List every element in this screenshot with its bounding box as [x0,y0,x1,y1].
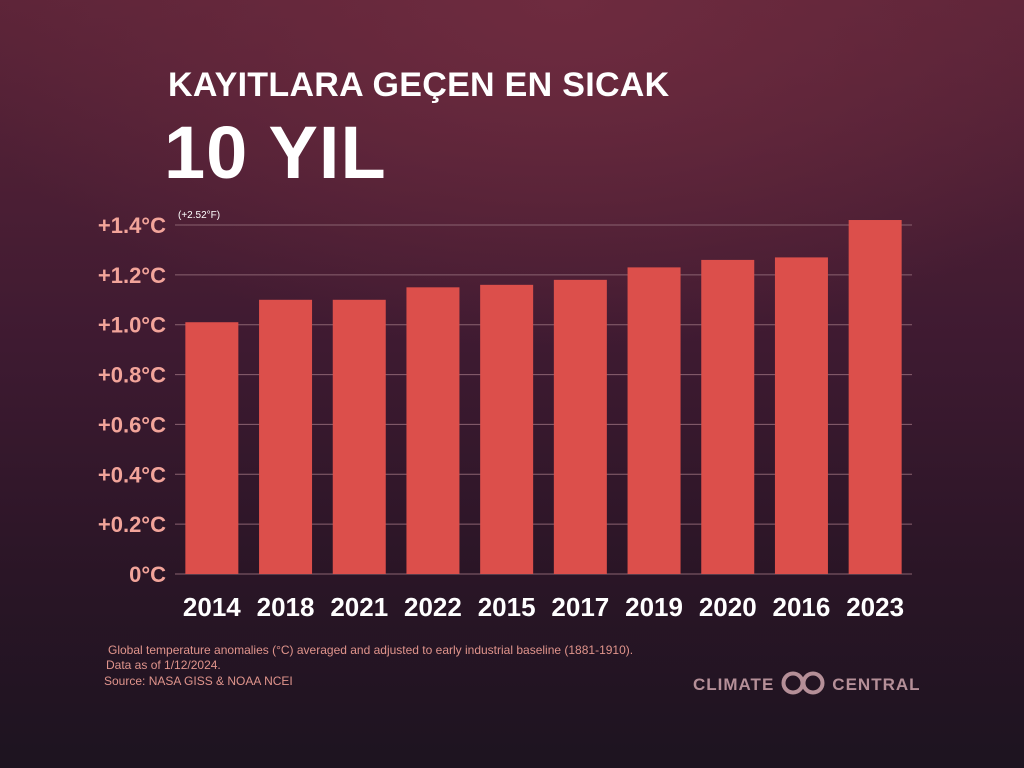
footnote-data-date: Data as of 1/12/2024. [106,658,221,672]
bar-chart: 0°C +0.2°C +0.4°C +0.6°C +0.8°C +1.0°C +1.2°C +… [97,210,912,622]
x-axis-ticks: 2014 2018 2021 2022 2015 2017 2019 2020 2016 2023 [183,592,904,622]
x-tick-label: 2014 [183,592,241,622]
bar-2018 [259,299,313,574]
y-axis-ticks: 0°C +0.2°C +0.4°C +0.6°C +0.8°C +1.0°C +1.2°C +… [98,213,166,587]
fahrenheit-annotation: (+2.52°F) [178,210,220,221]
climate-central-logo: CLIMATE CENTRAL [693,670,921,700]
y-tick-label: +0.4°C [98,462,166,487]
x-tick-label: 2017 [551,592,609,622]
chart-title-line2: 10 YIL [164,111,387,194]
y-tick-label: +1.4°C [98,213,166,238]
chart-title-line1: KAYITLARA GEÇEN EN SICAK [168,66,670,104]
bar-2019 [627,267,681,574]
x-tick-label: 2015 [478,592,536,622]
x-tick-label: 2021 [330,592,388,622]
bar-2020 [701,259,755,574]
x-tick-label: 2018 [257,592,315,622]
climate-central-infinity-icon [780,670,826,701]
bar-2016 [774,257,828,574]
bar-2022 [406,287,460,574]
x-tick-label: 2019 [625,592,683,622]
y-tick-label: +1.2°C [98,263,166,288]
bar-2021 [332,299,386,574]
y-tick-label: +1.0°C [98,313,166,338]
x-tick-label: 2020 [699,592,757,622]
footnote-source: Source: NASA GISS & NOAA NCEI [104,674,293,688]
bars [185,220,902,574]
bar-2017 [553,279,607,574]
bar-2023 [848,220,902,574]
y-tick-label: +0.6°C [98,412,166,437]
y-tick-label: +0.2°C [98,512,166,537]
bar-2015 [480,284,534,574]
x-tick-label: 2016 [773,592,831,622]
y-tick-label: 0°C [129,562,166,587]
logo-text-left: CLIMATE [693,675,775,694]
footnote-methodology: Global temperature anomalies (°C) averag… [108,643,634,657]
bar-2014 [185,322,239,574]
x-tick-label: 2022 [404,592,462,622]
logo-text-right: CENTRAL [832,675,921,694]
y-tick-label: +0.8°C [98,363,166,388]
x-tick-label: 2023 [846,592,904,622]
